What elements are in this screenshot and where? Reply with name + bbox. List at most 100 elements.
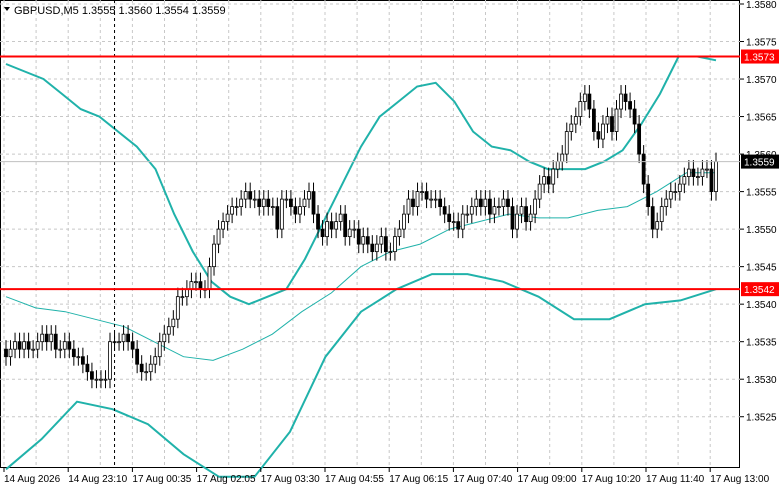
candle-body: [610, 116, 614, 132]
candle-body: [433, 198, 438, 201]
candle-body: [424, 191, 429, 200]
candle-body: [420, 191, 424, 194]
bollinger-lower-line: [5, 273, 717, 478]
candle-body: [682, 176, 687, 185]
candle-body: [334, 221, 339, 230]
candle-body: [40, 333, 45, 343]
candle-body: [80, 356, 85, 365]
candle-body: [216, 228, 221, 245]
x-tick-label: 17 Aug 09:00: [518, 474, 577, 485]
candle-body: [4, 348, 8, 358]
candle-body: [709, 168, 714, 193]
candle-body: [329, 221, 334, 230]
candle-body: [587, 93, 592, 110]
price-axis: 1.35801.35751.35701.35651.35601.35551.35…: [740, 0, 779, 424]
candle-body: [130, 341, 135, 350]
candle-body: [686, 168, 691, 177]
candle-body: [406, 198, 411, 215]
candle-body: [546, 176, 551, 185]
candle-body: [429, 198, 433, 201]
candle-body: [198, 281, 203, 290]
candle-body: [641, 153, 646, 185]
candle-body: [153, 356, 158, 365]
candle-body: [397, 228, 402, 238]
candle-body: [35, 341, 40, 350]
candle-body: [31, 348, 36, 351]
candle-body: [22, 341, 26, 350]
candle-body: [528, 213, 533, 223]
candle-body: [388, 251, 393, 254]
candle-body: [469, 206, 474, 215]
bollinger-bands: [5, 55, 717, 478]
candle-body: [370, 243, 375, 253]
x-tick-label: 17 Aug 00:35: [132, 474, 191, 485]
x-tick-label: 17 Aug 02:05: [197, 474, 256, 485]
candle-body: [619, 93, 623, 110]
candle-body: [474, 198, 479, 208]
time-axis: 14 Aug 2026 14 Aug 23:10 17 Aug 00:35 17 Au…: [3, 468, 770, 485]
candle-body: [714, 161, 718, 193]
candle-body: [564, 131, 569, 155]
candle-body: [261, 198, 266, 208]
candle-body: [497, 206, 501, 209]
candle-body: [184, 288, 189, 298]
candle-body: [275, 206, 280, 230]
plot-area: [0, 0, 740, 468]
candle-body: [343, 213, 348, 238]
bollinger-middle-line: [5, 172, 716, 361]
candle-body: [487, 198, 492, 215]
candle-body: [637, 123, 642, 155]
level-price-tag: [741, 282, 779, 297]
candle-body: [139, 363, 144, 373]
candle-body: [415, 191, 420, 208]
x-tick-label: 17 Aug 10:20: [582, 474, 641, 485]
current-price-label: 1.3559: [744, 158, 775, 169]
candle-body: [492, 206, 497, 215]
candle-body: [628, 101, 632, 110]
candle-body: [560, 153, 565, 162]
candle-body: [279, 198, 284, 230]
candle-body: [361, 236, 366, 245]
candle-body: [582, 93, 587, 102]
candle-body: [632, 108, 637, 125]
candle-body: [76, 356, 81, 359]
y-tick-label: 1.3555: [746, 188, 777, 199]
candle-body: [601, 123, 605, 140]
candle-body: [700, 168, 705, 177]
candle-body: [519, 206, 524, 215]
candle-body: [121, 333, 126, 343]
x-tick-label: 17 Aug 04:55: [325, 474, 384, 485]
y-tick-label: 1.3575: [746, 38, 777, 49]
candle-body: [252, 198, 257, 201]
chart-menu-triangle-icon[interactable]: [4, 7, 10, 11]
candle-body: [71, 348, 76, 358]
candle-body: [307, 191, 311, 200]
candle-body: [673, 191, 678, 194]
candle-body: [596, 131, 601, 140]
candle-body: [44, 333, 49, 343]
candle-body: [58, 348, 63, 351]
candle-body: [356, 228, 361, 245]
candle-body: [668, 191, 673, 200]
candle-body: [696, 176, 700, 178]
candle-body: [605, 116, 610, 125]
x-tick-label: 17 Aug 07:40: [453, 474, 512, 485]
candle-body: [234, 206, 239, 209]
candle-body: [677, 183, 682, 193]
candle-body: [135, 348, 140, 365]
candle-body: [293, 206, 298, 215]
candle-body: [126, 333, 131, 343]
candle-body: [374, 243, 379, 253]
candle-body: [302, 198, 307, 208]
candle-body: [103, 378, 108, 381]
candle-body: [478, 198, 483, 208]
grid: [0, 0, 740, 468]
y-tick-label: 1.3540: [746, 300, 777, 311]
candle-body: [623, 93, 628, 102]
candle-body: [573, 116, 578, 125]
candle-body: [13, 341, 17, 350]
current-price-tag: [741, 154, 779, 169]
candle-body: [465, 213, 470, 216]
candle-body: [451, 221, 456, 224]
